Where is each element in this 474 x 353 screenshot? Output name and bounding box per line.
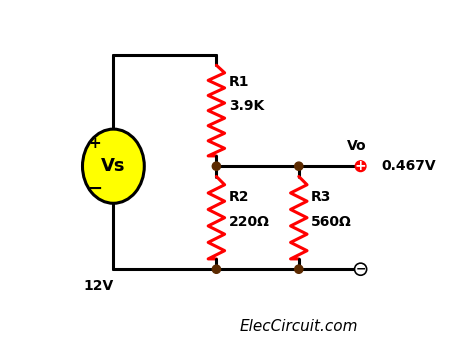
Text: R1: R1 [229,75,249,89]
Text: 12V: 12V [84,279,114,293]
Text: 0.467V: 0.467V [381,159,436,173]
Circle shape [356,265,365,274]
Text: 3.9K: 3.9K [229,100,264,113]
Text: 560Ω: 560Ω [311,215,352,229]
Circle shape [295,265,303,273]
Text: Vo: Vo [346,139,366,152]
Text: +: + [355,159,366,173]
Text: R2: R2 [229,190,249,204]
Text: +: + [89,136,101,151]
Circle shape [295,162,303,170]
Text: ElecCircuit.com: ElecCircuit.com [239,319,358,334]
Circle shape [355,263,367,275]
Circle shape [212,265,220,273]
Text: Vs: Vs [101,157,126,175]
Text: 220Ω: 220Ω [229,215,270,229]
Circle shape [355,161,366,172]
Text: −: − [356,263,366,276]
Ellipse shape [82,129,144,203]
Text: −: − [87,180,102,198]
Text: R3: R3 [311,190,331,204]
Circle shape [212,162,220,170]
